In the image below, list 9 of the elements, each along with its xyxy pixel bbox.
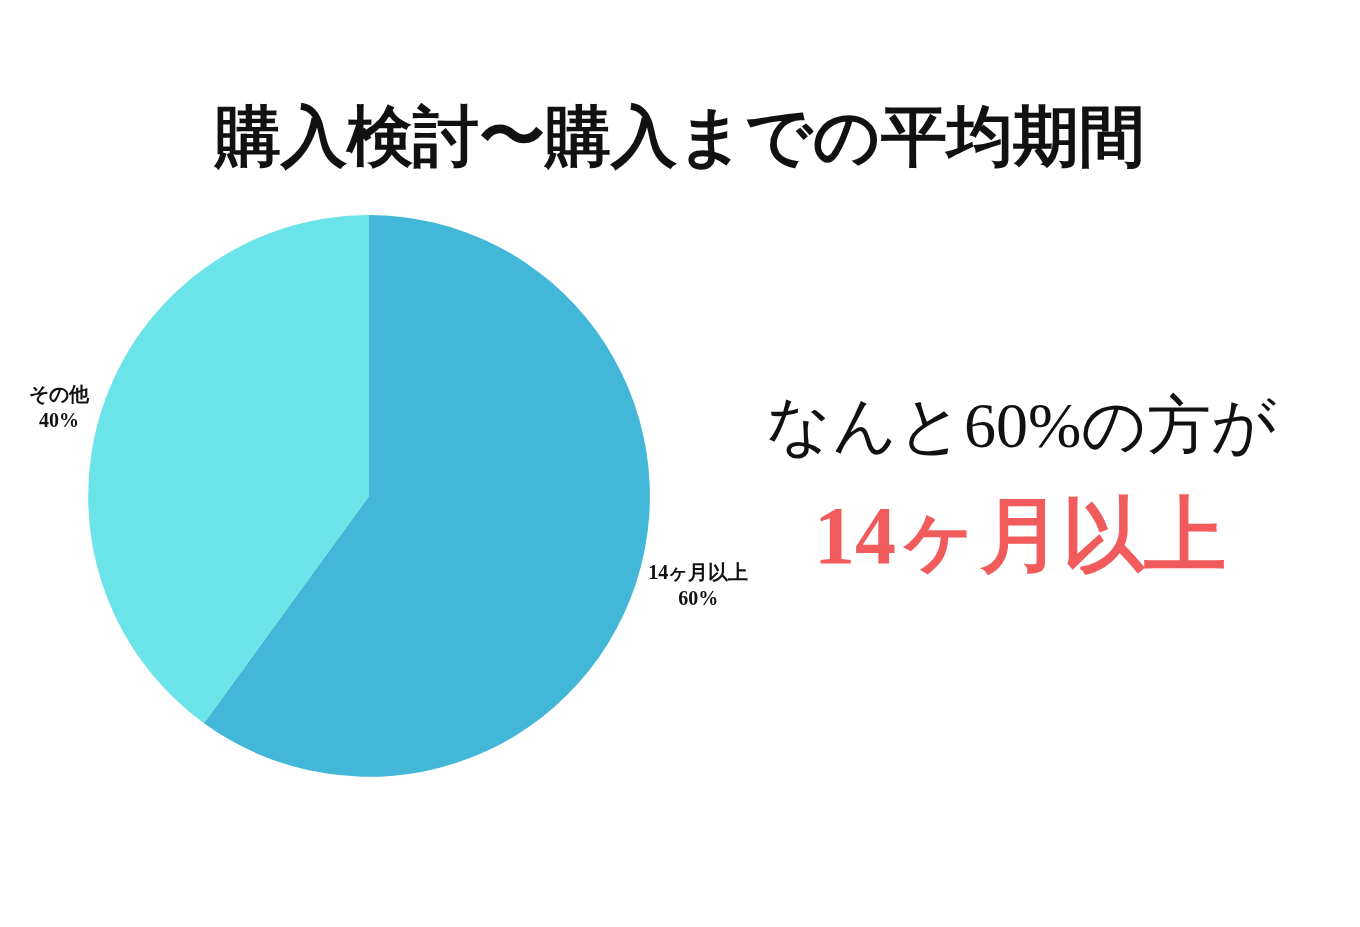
text: なんと60%の方が: [766, 390, 1278, 461]
chart-title: 購入検討〜購入までの平均期間: [213, 100, 1145, 174]
pie-slice: [203, 215, 650, 777]
slice-label: その他: [28, 382, 90, 405]
slice-label: 14ヶ月以上: [648, 561, 749, 584]
pie-slice: [88, 215, 370, 724]
text: 14ヶ月以上: [814, 490, 1226, 581]
data-label: 60%: [678, 587, 719, 610]
data-label: 40%: [38, 408, 79, 431]
